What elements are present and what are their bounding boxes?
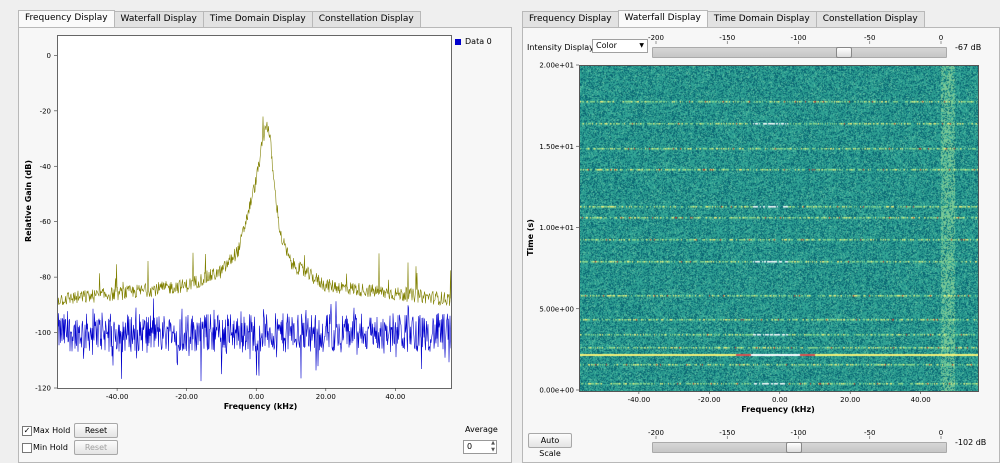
average-label: Average: [465, 425, 498, 434]
x-tick-label: -40.00: [106, 393, 129, 401]
intensity-select-value: Color: [596, 41, 617, 50]
x-tick-label: -20.00: [175, 393, 198, 401]
frequency-plot: [58, 116, 451, 382]
legend-swatch: [455, 38, 461, 45]
min-hold-reset-button[interactable]: Reset: [74, 440, 118, 455]
right-tab-bar: Frequency Display Waterfall Display Time…: [522, 10, 925, 28]
series-data-0: [58, 298, 451, 382]
series-max-hold: [58, 116, 451, 306]
auto-scale-button[interactable]: Auto Scale: [528, 433, 572, 458]
slider-tick-label: -50: [864, 34, 875, 42]
frequency-panel: Frequency Display Waterfall Display Time…: [18, 10, 512, 463]
max-intensity-slider-handle[interactable]: [835, 47, 852, 58]
y-tick-label: -120: [35, 385, 51, 393]
x-tick-label: 40.00: [911, 396, 931, 404]
tab-waterfall-display[interactable]: Waterfall Display: [113, 11, 204, 28]
average-value: 0: [467, 442, 473, 451]
tab-frequency-display[interactable]: Frequency Display: [18, 10, 115, 28]
waterfall-plot-area[interactable]: [579, 65, 979, 392]
y-tick-label: 2.00e+01: [539, 62, 574, 70]
y-tick-label: 0: [47, 52, 51, 60]
max-intensity-value: -67 dB: [955, 43, 982, 52]
slider-tick-label: -150: [719, 34, 735, 42]
y-tick-label: 1.50e+01: [539, 143, 574, 151]
y-axis-label: Time (s): [526, 219, 535, 256]
waterfall-display-frame: Intensity Display: Color ▼ -200 -150 -100-…: [522, 27, 1000, 463]
max-hold-label: Max Hold: [33, 426, 71, 435]
y-tick-label: 0.00e+00: [539, 387, 574, 395]
y-tick-label: -100: [35, 329, 51, 337]
waterfall-heatmap: [580, 66, 978, 391]
x-tick-label: 0.00: [772, 396, 788, 404]
x-tick-label: 0.00: [248, 393, 264, 401]
slider-tick-label: -200: [648, 429, 664, 437]
slider-tick-label: 0: [939, 34, 943, 42]
top-slider-scale: -200 -150 -100 -50 0: [648, 34, 943, 44]
intensity-display-label: Intensity Display:: [527, 43, 596, 52]
bottom-slider-scale: -200 -150 -100 -50 0: [648, 429, 943, 439]
average-spinbox[interactable]: 0 ▲ ▼: [463, 440, 497, 454]
y-tick-label: -40: [40, 163, 51, 171]
y-tick-label: 1.00e+01: [539, 224, 574, 232]
waterfall-panel: Frequency Display Waterfall Display Time…: [519, 0, 1000, 463]
min-intensity-slider[interactable]: [652, 442, 947, 453]
frequency-plot-area[interactable]: [57, 35, 452, 389]
left-tab-bar: Frequency Display Waterfall Display Time…: [18, 10, 421, 28]
tab-constellation-display[interactable]: Constellation Display: [311, 11, 421, 28]
tab-frequency-display[interactable]: Frequency Display: [522, 11, 619, 28]
y-tick-label: -80: [40, 274, 51, 282]
x-tick-label: -40.00: [628, 396, 651, 404]
min-intensity-value: -102 dB: [955, 438, 987, 447]
max-hold-checkbox[interactable]: ✓: [22, 426, 32, 436]
slider-tick-label: -150: [719, 429, 735, 437]
y-axis-label: Relative Gain (dB): [24, 160, 33, 242]
x-tick-label: -20.00: [698, 396, 721, 404]
y-tick-label: -60: [40, 218, 51, 226]
slider-tick-label: -200: [648, 34, 664, 42]
x-axis-label: Frequency (kHz): [224, 402, 298, 411]
slider-tick-label: -100: [791, 429, 807, 437]
x-tick-label: 20.00: [316, 393, 336, 401]
min-hold-checkbox[interactable]: [22, 443, 32, 453]
x-axis-label: Frequency (kHz): [741, 405, 815, 414]
x-tick-label: 40.00: [385, 393, 405, 401]
y-tick-label: 5.00e+00: [539, 305, 574, 313]
chevron-down-icon: ▼: [639, 42, 644, 49]
tab-time-domain-display[interactable]: Time Domain Display: [706, 11, 817, 28]
slider-tick-label: -100: [791, 34, 807, 42]
max-intensity-slider[interactable]: [652, 47, 947, 58]
max-hold-reset-button[interactable]: Reset: [74, 423, 118, 438]
x-tick-label: 20.00: [840, 396, 860, 404]
tab-waterfall-display[interactable]: Waterfall Display: [617, 10, 708, 28]
legend-label: Data 0: [465, 37, 492, 46]
slider-tick-label: -50: [864, 429, 875, 437]
check-icon: ✓: [23, 426, 31, 435]
tab-time-domain-display[interactable]: Time Domain Display: [202, 11, 313, 28]
min-intensity-slider-handle[interactable]: [785, 442, 802, 453]
legend: Data 0: [455, 37, 492, 46]
spin-arrows-icon[interactable]: ▲ ▼: [491, 440, 495, 453]
y-tick-label: -20: [40, 107, 51, 115]
tab-constellation-display[interactable]: Constellation Display: [815, 11, 925, 28]
waterfall-axes: 2.00e+01 1.50e+01 1.00e+01 5.00e+00 0.00e+00…: [526, 62, 931, 415]
min-hold-label: Min Hold: [33, 443, 68, 452]
frequency-display-frame: 0 -20 -40 -60 -80 -100 -120 -40.00 -20.00 0.00 20.…: [18, 27, 512, 463]
slider-tick-label: 0: [939, 429, 943, 437]
intensity-select[interactable]: Color ▼: [592, 39, 648, 53]
